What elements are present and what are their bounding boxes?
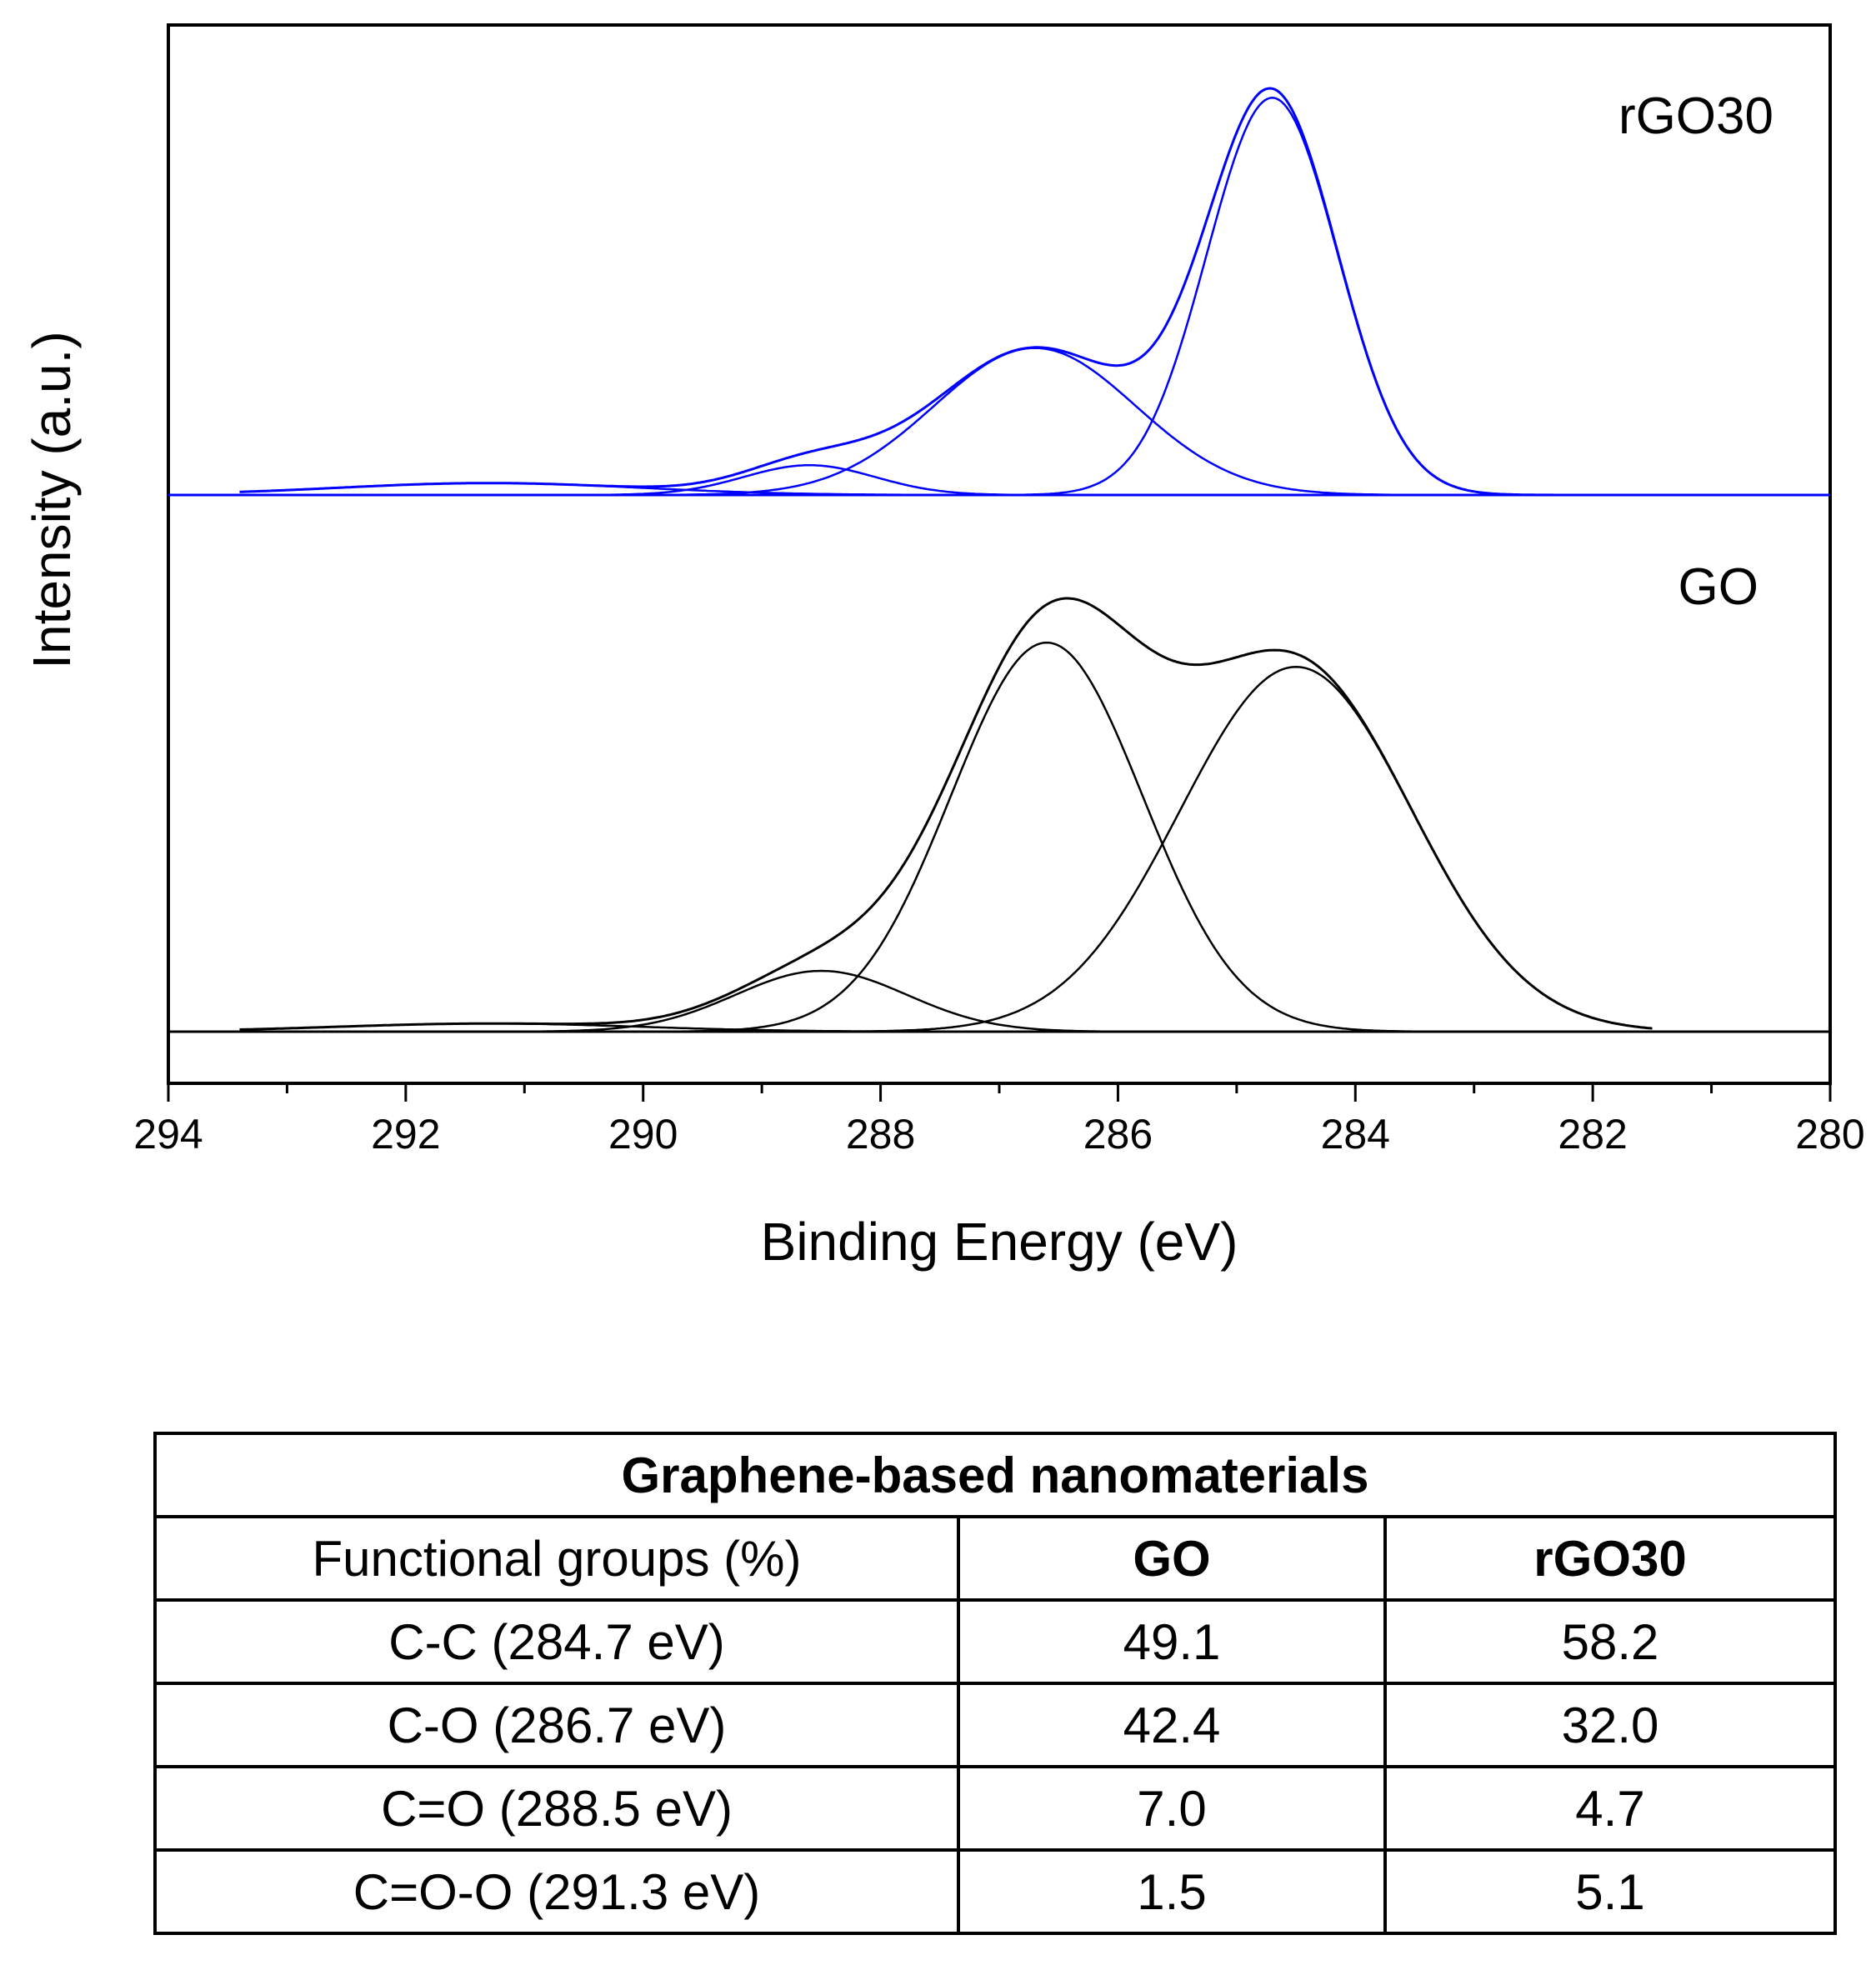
cell-rgo30: 58.2 xyxy=(1383,1598,1837,1685)
functional-groups-table: Graphene-based nanomaterials Functional … xyxy=(153,1432,1837,1935)
series-label-rGO30: rGO30 xyxy=(1618,88,1773,145)
table-row: C=O-O (291.3 eV) 1.5 5.1 xyxy=(153,1848,1837,1935)
x-tick-label: 290 xyxy=(608,1111,678,1158)
x-tick-label: 288 xyxy=(846,1111,915,1158)
row-label: C=O-O (291.3 eV) xyxy=(153,1848,960,1935)
row-label: C-O (286.7 eV) xyxy=(153,1682,960,1768)
plot-frame xyxy=(167,23,1832,1085)
x-tick-label: 282 xyxy=(1558,1111,1627,1158)
x-tick-label: 292 xyxy=(371,1111,440,1158)
x-tick-label: 284 xyxy=(1321,1111,1390,1158)
rGO30-component-2 xyxy=(239,347,1653,497)
rGO30-component-4 xyxy=(239,482,1653,497)
x-tick-label: 294 xyxy=(133,1111,203,1158)
table-row: C-O (286.7 eV) 42.4 32.0 xyxy=(153,1682,1837,1768)
table-row: C-C (284.7 eV) 49.1 58.2 xyxy=(153,1598,1837,1685)
table-header-row: Functional groups (%) GO rGO30 xyxy=(153,1515,1837,1602)
row-label: C-C (284.7 eV) xyxy=(153,1598,960,1685)
GO-component-1 xyxy=(239,666,1653,1033)
cell-rgo30: 32.0 xyxy=(1383,1682,1837,1768)
cell-go: 42.4 xyxy=(957,1682,1387,1768)
GO-envelope xyxy=(239,597,1653,1031)
x-axis-title: Binding Energy (eV) xyxy=(761,1212,1238,1272)
x-axis-ticks: 294 292 290 288 286 284 282 280 xyxy=(133,1083,1865,1158)
cell-go: 1.5 xyxy=(957,1848,1387,1935)
header-go: GO xyxy=(957,1515,1387,1602)
cell-rgo30: 4.7 xyxy=(1383,1765,1837,1852)
table-row: C=O (288.5 eV) 7.0 4.7 xyxy=(153,1765,1837,1852)
cell-go: 49.1 xyxy=(957,1598,1387,1685)
series-labels: rGO30 GO xyxy=(1618,88,1773,616)
cell-rgo30: 5.1 xyxy=(1383,1848,1837,1935)
header-functional-groups: Functional groups (%) xyxy=(153,1515,960,1602)
curves xyxy=(168,87,1830,1033)
GO-component-3 xyxy=(239,969,1653,1033)
GO-component-2 xyxy=(239,641,1653,1033)
cell-go: 7.0 xyxy=(957,1765,1387,1852)
x-tick-label: 286 xyxy=(1083,1111,1153,1158)
rGO30-envelope xyxy=(239,87,1653,497)
table-title: Graphene-based nanomaterials xyxy=(153,1432,1837,1518)
x-tick-label: 280 xyxy=(1795,1111,1864,1158)
xps-chart: 294 292 290 288 286 284 282 280 rGO30 GO Binding… xyxy=(22,23,1865,1272)
row-label: C=O (288.5 eV) xyxy=(153,1765,960,1852)
y-axis-title: Intensity (a.u.) xyxy=(22,331,82,669)
rGO30-component-1 xyxy=(239,97,1653,497)
table-title-row: Graphene-based nanomaterials xyxy=(153,1432,1837,1518)
header-rgo30: rGO30 xyxy=(1383,1515,1837,1602)
series-label-GO: GO xyxy=(1678,558,1758,616)
